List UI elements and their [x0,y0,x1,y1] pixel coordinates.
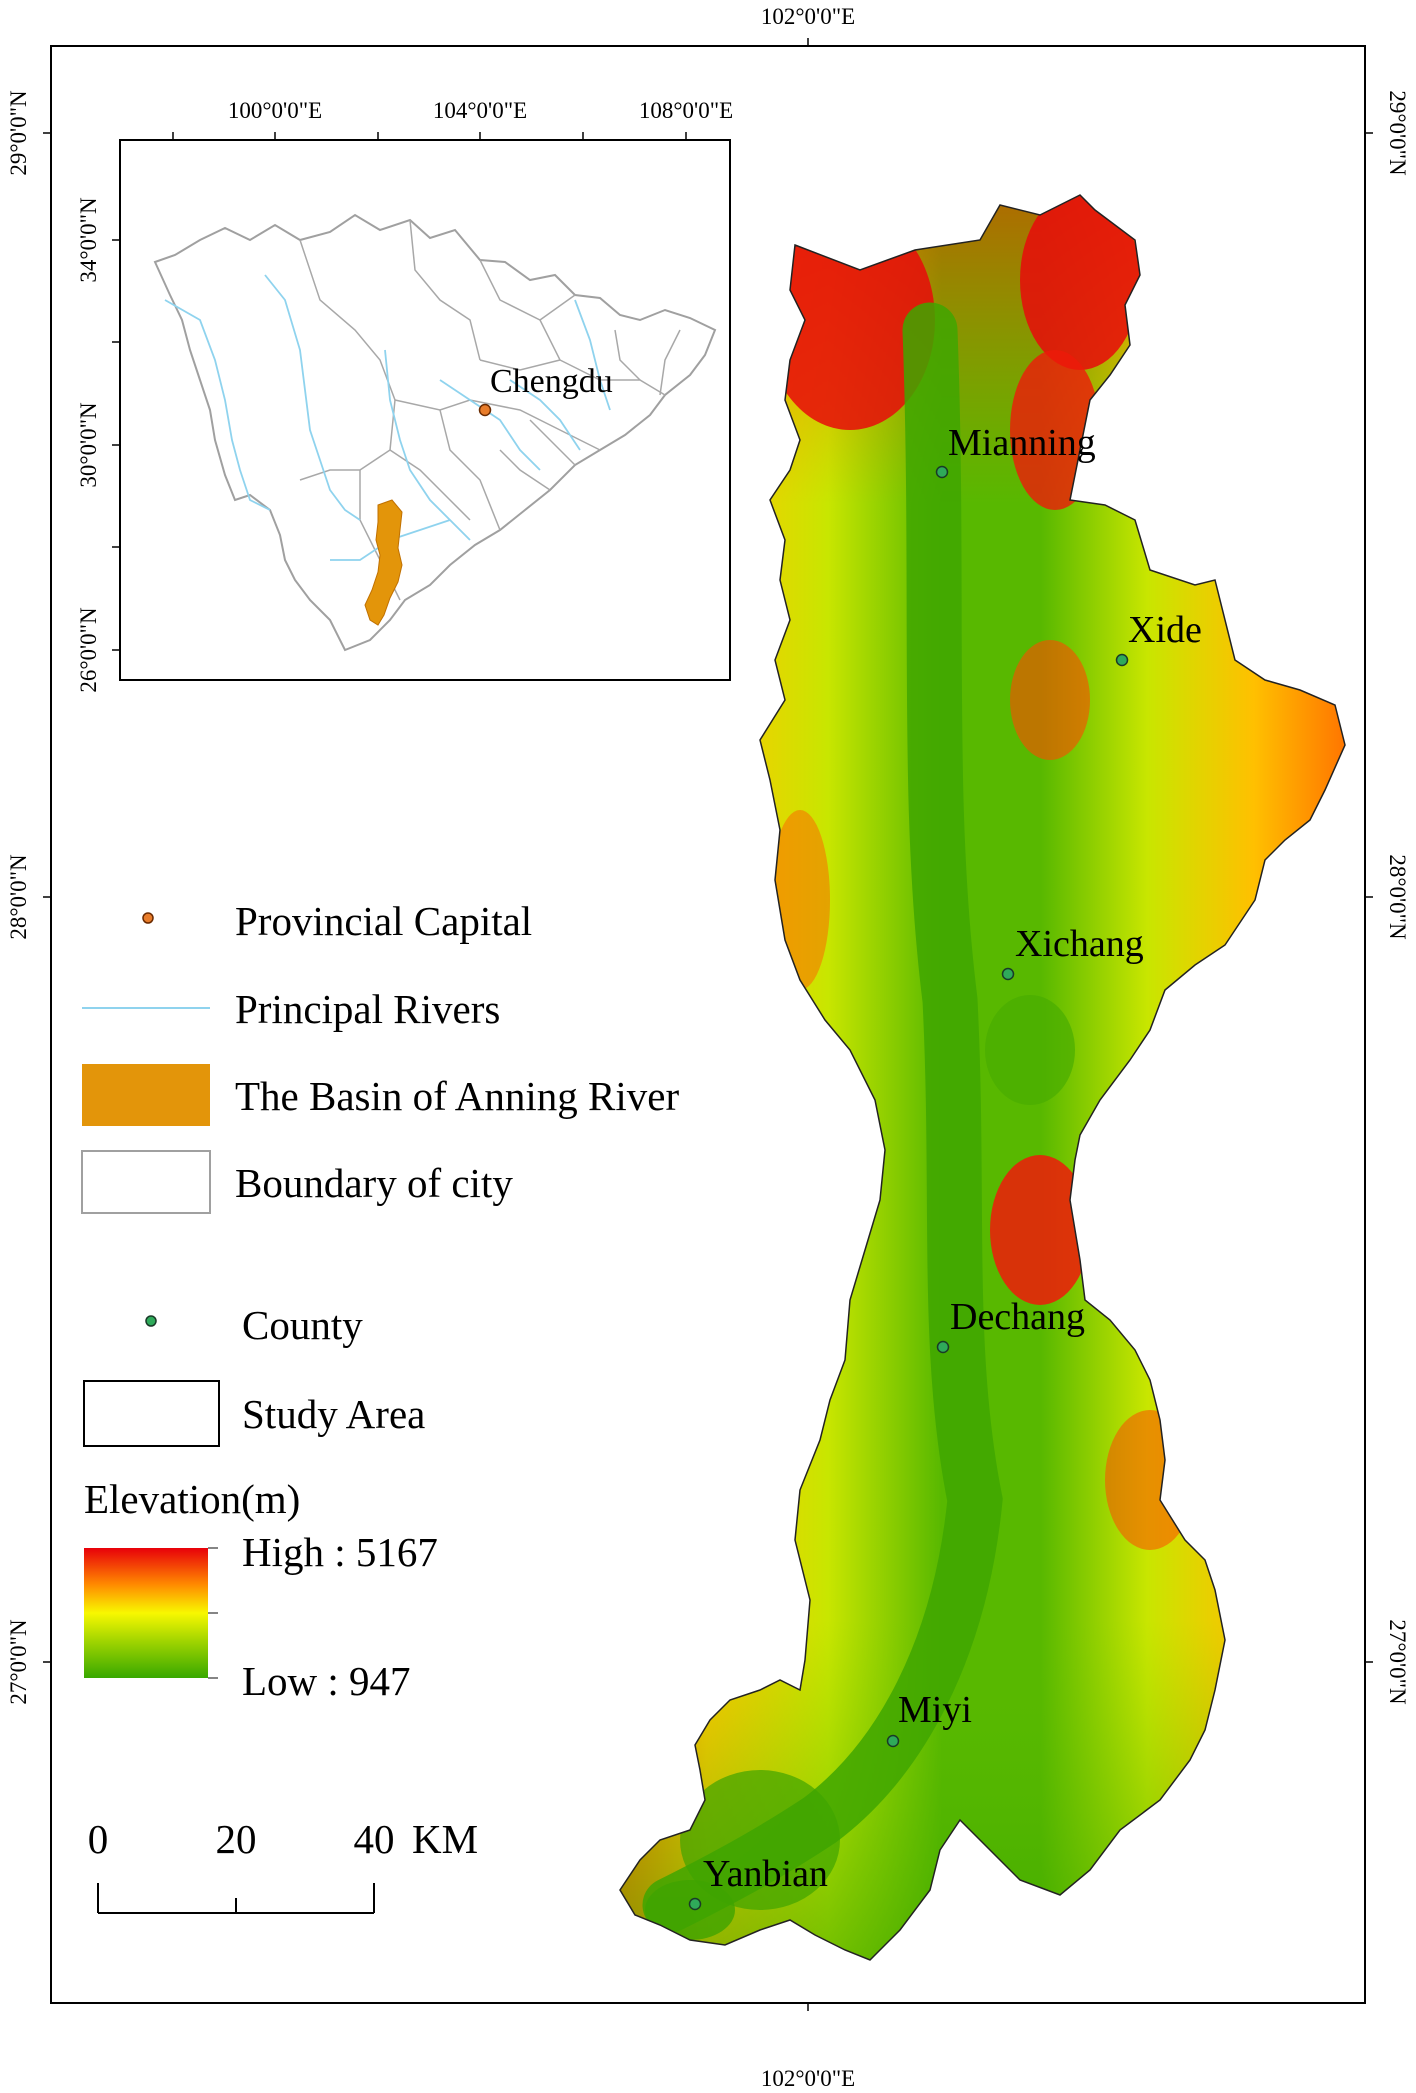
legend-boundary-symbol [81,1150,211,1214]
county-dot-xide [1115,653,1129,667]
study-area-boundary [619,194,1346,1961]
legend-elevation-low: Low : 947 [242,1658,411,1704]
legend-basin-label: The Basin of Anning River [235,1073,679,1119]
scale-unit-label: KM [412,1816,478,1862]
county-dot-yanbian [688,1897,702,1911]
map-frame [50,45,1366,2004]
legend-county-label: County [242,1302,363,1348]
scale-tick-label-0: 0 [88,1816,109,1862]
legend-capital-label: Provincial Capital [235,898,532,944]
inset-city-boundaries [299,219,681,601]
inset-anning-basin [364,499,403,626]
legend-study-area-symbol [83,1380,220,1447]
legend-basin-symbol [82,1064,210,1126]
inset-capital-dot [478,403,492,417]
right-latitude-label-28: 28°0'0"N [1385,854,1410,940]
county-dot-xichang [1001,967,1015,981]
legend-boundary-label: Boundary of city [235,1160,513,1206]
legend-county-symbol [145,1315,157,1327]
county-label-dechang: Dechang [950,1296,1085,1338]
legend-elevation-title: Elevation(m) [84,1476,300,1522]
county-dot-dechang [936,1340,950,1354]
inset-lat-label-26: 26°0'0"N [76,607,101,693]
county-markers: Mianning Xide Xichang Dechang Miyi Yanbi… [688,422,1202,1911]
inset-lon-label-100: 100°0'0"E [228,98,322,123]
inset-lat-label-34: 34°0'0"N [76,197,101,283]
county-label-yanbian: Yanbian [703,1853,828,1895]
legend-elevation-high: High : 5167 [242,1529,438,1575]
county-label-xichang: Xichang [1015,923,1144,965]
scale-tick-label-20: 20 [216,1816,257,1862]
bottom-longitude-label: 102°0'0"E [761,2066,855,2091]
left-latitude-label-27: 27°0'0"N [6,1619,31,1705]
legend: Provincial Capital Principal Rivers The … [81,898,679,1704]
inset-province-outline [153,213,717,652]
county-label-xide: Xide [1128,609,1202,651]
right-latitude-label-29: 29°0'0"N [1385,90,1410,176]
inset-lon-label-104: 104°0'0"E [433,98,527,123]
legend-study-area-label: Study Area [242,1391,425,1437]
left-latitude-label-28: 28°0'0"N [6,854,31,940]
right-latitude-label-27: 27°0'0"N [1385,1619,1410,1705]
left-latitude-label-29: 29°0'0"N [6,90,31,176]
county-dot-miyi [886,1734,900,1748]
inset-capital-label: Chengdu [490,363,613,400]
graticule-ticks [43,38,1373,2011]
inset-lat-label-30: 30°0'0"N [76,402,101,488]
county-label-mianning: Mianning [948,422,1096,464]
inset-map: 100°0'0"E 104°0'0"E 108°0'0"E 34°0'0"N 3… [76,98,733,693]
scale-tick-label-40: 40 [354,1816,395,1862]
top-longitude-label: 102°0'0"E [761,4,855,29]
legend-rivers-label: Principal Rivers [235,986,500,1032]
legend-capital-symbol [142,912,154,924]
legend-elevation-ramp [84,1548,208,1678]
inset-lon-label-108: 108°0'0"E [639,98,733,123]
county-label-miyi: Miyi [898,1689,972,1731]
scale-bar: 0 20 40 KM [88,1816,478,1914]
county-dot-mianning [935,465,949,479]
